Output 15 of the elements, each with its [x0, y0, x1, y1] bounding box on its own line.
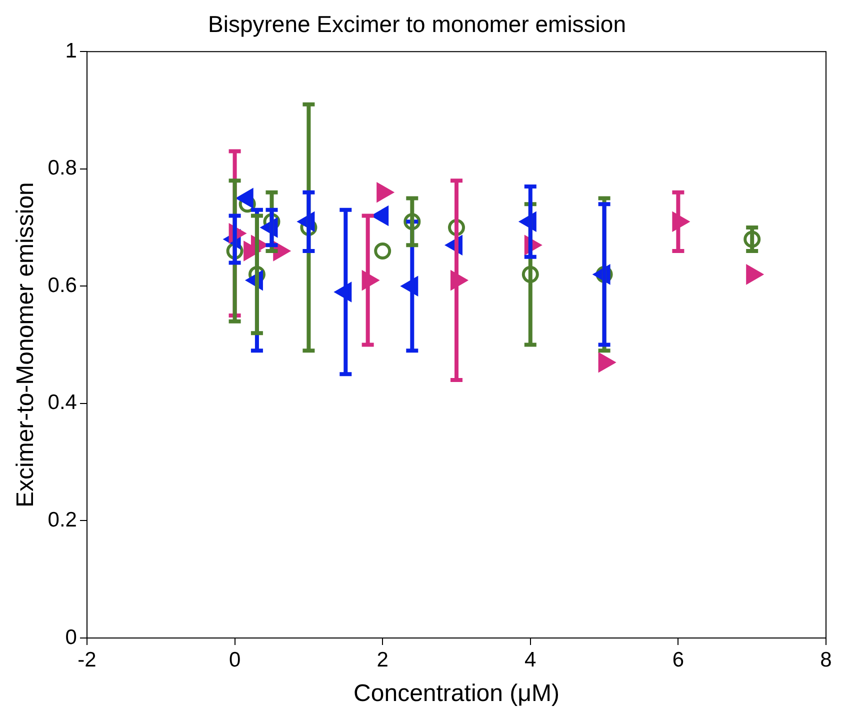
y-tick-label: 0.2 — [48, 508, 77, 532]
x-tick-label: -2 — [78, 648, 96, 672]
x-tick-label: 4 — [524, 648, 537, 672]
y-tick-label: 0.8 — [48, 156, 77, 180]
y-axis-title: Excimer-to-Monomer emission — [12, 182, 40, 508]
y-tick-label: 1 — [65, 39, 77, 62]
y-tick-label: 0 — [65, 626, 77, 649]
x-axis-title: Concentration (μM) — [354, 680, 560, 708]
x-tick-label: 6 — [672, 648, 684, 672]
y-tick-label: 0.6 — [48, 274, 77, 297]
y-tick-label: 0.4 — [48, 391, 78, 414]
x-tick-label: 8 — [820, 648, 832, 672]
x-tick-label: 0 — [228, 648, 241, 672]
x-tick-label: 2 — [376, 648, 388, 672]
chart-title: Bispyrene Excimer to monomer emission — [208, 11, 626, 38]
